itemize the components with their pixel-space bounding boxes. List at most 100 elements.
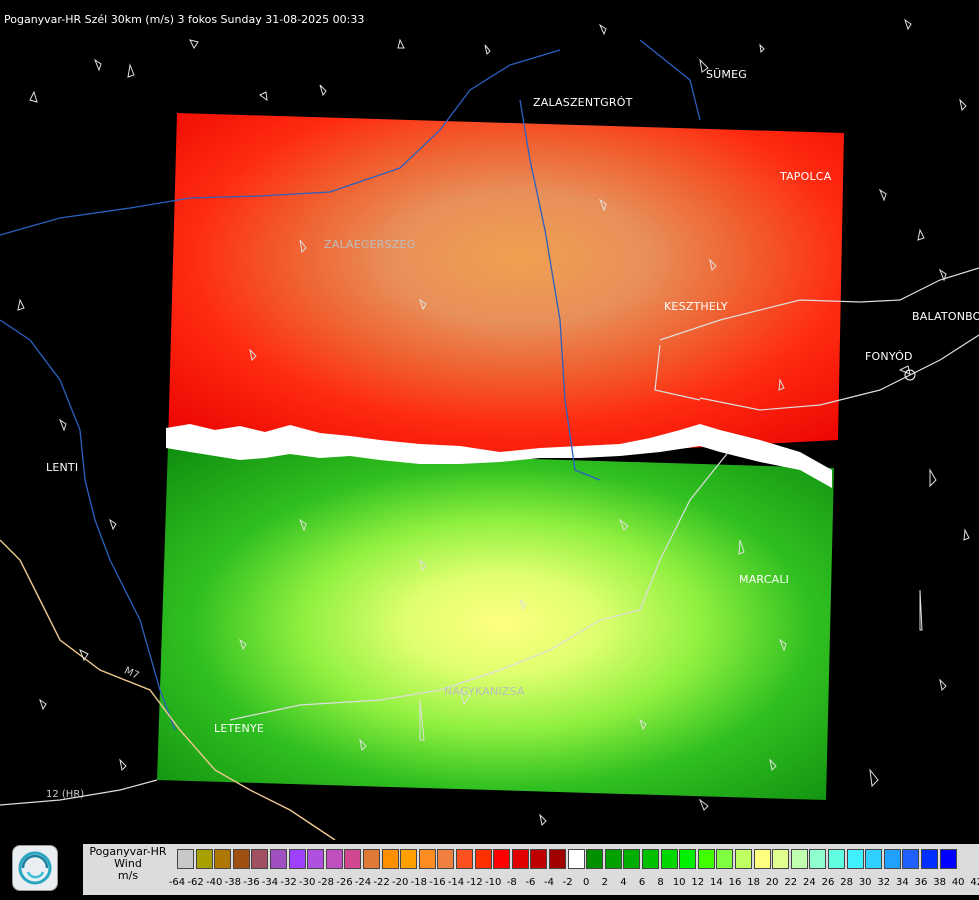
wind-field-approaching [157, 445, 834, 800]
road-12 [0, 779, 158, 806]
legend-tick-label: -30 [299, 877, 316, 888]
legend-swatch [902, 849, 920, 869]
legend-swatch [772, 849, 790, 869]
legend-tick-label: -22 [373, 877, 390, 888]
legend-tick-label: 42 [970, 877, 979, 888]
legend-swatch [307, 849, 325, 869]
legend-tick-label: -26 [336, 877, 353, 888]
legend-swatch [567, 849, 585, 869]
legend-tick-label: 12 [691, 877, 705, 888]
legend-swatch [177, 849, 194, 869]
legend-swatch [325, 849, 343, 869]
town-fonyod: FONYÓD [865, 350, 913, 363]
legend-tick-label: 20 [765, 877, 779, 888]
town-balatonbo: BALATONBO [912, 310, 979, 323]
legend-tick-label: -10 [485, 877, 502, 888]
town-zalaszentgrot: ZALASZENTGRÓT [533, 96, 633, 109]
wind-field-receding [168, 113, 844, 458]
legend-swatch [251, 849, 269, 869]
legend-swatch [735, 849, 752, 869]
legend-tick-label: -12 [466, 877, 483, 888]
legend-swatch [530, 849, 548, 869]
legend-tick-label: 0 [583, 877, 590, 888]
map-title: Poganyvar-HR Szél 30km (m/s) 3 fokos Sun… [4, 13, 365, 26]
legend-tick-label: 36 [914, 877, 928, 888]
legend-tick-label: -14 [447, 877, 465, 888]
legend-swatch [363, 849, 380, 869]
legend-swatch [697, 849, 715, 869]
town-markers [904, 369, 916, 381]
legend-tick-label: 10 [672, 877, 686, 888]
legend-tick-label: -20 [392, 877, 409, 888]
legend-tick-label: -62 [187, 877, 204, 888]
town-zalaegerszeg: ZALAEGERSZEG [324, 238, 416, 251]
legend-swatch [232, 849, 250, 869]
legend-swatch [883, 849, 901, 869]
legend-swatch [828, 849, 845, 869]
zero-velocity-band [166, 424, 832, 488]
legend-swatch [381, 849, 399, 869]
legend-tick-label: 16 [728, 877, 742, 888]
legend-swatch [604, 849, 622, 869]
legend-swatch [790, 849, 808, 869]
town-lenti: LENTI [46, 461, 79, 474]
legend-tick-label: -18 [410, 877, 427, 888]
legend-title: Poganyvar-HR Wind m/s [83, 846, 173, 882]
legend-swatch [716, 849, 734, 869]
legend-swatch [586, 849, 604, 869]
legend-tick-label: 32 [877, 877, 891, 888]
legend-swatch [809, 849, 827, 869]
town-sumeg: SÜMEG [706, 68, 747, 81]
legend-swatch [939, 849, 957, 869]
legend-swatch [400, 849, 418, 869]
legend-swatch [679, 849, 697, 869]
legend-title-line2: Wind [114, 857, 142, 870]
legend-tick-label: 38 [933, 877, 946, 888]
legend-swatch [474, 849, 492, 869]
legend-tick-label: 34 [896, 877, 909, 888]
country-border [0, 539, 336, 840]
legend-swatch [456, 849, 473, 869]
town-tapolca: TAPOLCA [780, 170, 832, 183]
legend-swatch [642, 849, 659, 869]
town-letenye: LETENYE [214, 722, 265, 735]
legend-tick-label: 2 [601, 877, 608, 888]
town-nagykanizsa: NAGYKANIZSA [444, 685, 525, 698]
legend-tick-label: -36 [243, 877, 260, 888]
legend-title-line1: Poganyvar-HR [89, 845, 167, 858]
legend-tick-label: 14 [710, 877, 723, 888]
legend-tick-label: -32 [280, 877, 297, 888]
legend-tick-label: -8 [506, 877, 517, 888]
legend-title-line3: m/s [117, 869, 139, 882]
radar-map[interactable] [0, 0, 979, 840]
legend-swatch [288, 849, 306, 869]
legend-tick-label: -4 [544, 877, 554, 888]
legend-tick-label: 28 [840, 877, 853, 888]
legend-tick-label: -24 [354, 877, 372, 888]
legend-swatch [921, 849, 938, 869]
legend-swatch [344, 849, 362, 869]
legend-tick-label: 40 [951, 877, 965, 888]
legend-swatch [623, 849, 641, 869]
legend-swatch [437, 849, 455, 869]
legend-swatch [270, 849, 287, 869]
legend-tick-label: 18 [747, 877, 760, 888]
legend-tick-label: -40 [206, 877, 223, 888]
legend-tick-label: 30 [858, 877, 872, 888]
legend-tick-label: -34 [261, 877, 279, 888]
legend-tick-label: 4 [620, 877, 627, 888]
legend-tick-label: -16 [429, 877, 446, 888]
settlement-outlines [17, 18, 970, 827]
town-keszthely: KESZTHELY [664, 300, 728, 313]
legend-tick-label: -64 [168, 877, 186, 888]
legend-tick-label: -2 [562, 877, 573, 888]
legend-swatch [418, 849, 436, 869]
legend-tick-label: -38 [224, 877, 241, 888]
legend-swatch [753, 849, 771, 869]
legend-tick-label: 6 [638, 877, 646, 888]
town-marcali: MARCALI [739, 573, 790, 586]
legend-tick-label: -28 [317, 877, 334, 888]
legend-swatch [660, 849, 678, 869]
legend-swatch [493, 849, 511, 869]
legend-swatch [865, 849, 883, 869]
